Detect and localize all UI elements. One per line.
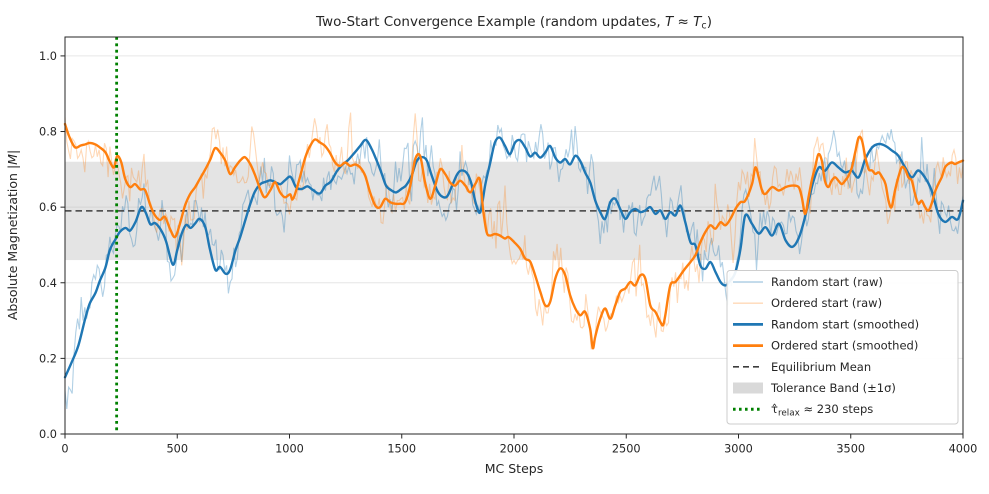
legend-label-ordered-smoothed: Ordered start (smoothed) (771, 339, 918, 353)
y-tick-label: 0.4 (39, 277, 57, 290)
random-start-smoothed-line (63, 136, 965, 379)
x-tick-label: 0 (61, 443, 68, 456)
x-tick-label: 1000 (275, 443, 304, 456)
legend-label-tolerance-band: Tolerance Band (±1σ) (770, 381, 896, 395)
x-tick-label: 4000 (949, 443, 978, 456)
smoothed-series-layer (63, 122, 965, 379)
y-axis-label: Absolute Magnetization |M| (5, 150, 20, 320)
y-tick-label: 0.8 (39, 126, 57, 139)
legend-label-random-raw: Random start (raw) (771, 275, 883, 289)
x-tick-label: 1500 (387, 443, 416, 456)
legend-swatch-tolerance-band (733, 382, 763, 394)
x-tick-label: 2000 (500, 443, 529, 456)
legend: Random start (raw) Ordered start (raw) R… (726, 270, 959, 425)
x-axis-label: MC Steps (485, 461, 543, 476)
x-tick-label: 3000 (724, 443, 753, 456)
y-tick-label: 0.2 (39, 352, 57, 365)
legend-label-equilibrium-mean: Equilibrium Mean (771, 360, 871, 374)
ordered-start-raw-line (64, 112, 964, 350)
legend-label-random-smoothed: Random start (smoothed) (771, 317, 919, 331)
ordered-start-smoothed-line (63, 122, 965, 350)
tolerance-band-layer (65, 161, 963, 261)
y-tick-label: 0.6 (39, 201, 57, 214)
legend-box (726, 270, 959, 425)
x-tick-label: 3500 (836, 443, 865, 456)
y-tick-label: 0.0 (39, 428, 57, 441)
legend-label-tau-relax: τ̂relax ≈ 230 steps (771, 402, 873, 418)
axes-layer: 0 500 1000 1500 2000 2500 3000 3500 4000 0.0 0.2 0.… (39, 36, 978, 456)
chart-title: Two-Start Convergence Example (random up… (315, 14, 712, 32)
tolerance-band (65, 161, 963, 261)
x-tick-label: 500 (166, 443, 188, 456)
y-tick-label: 1.0 (39, 50, 57, 63)
legend-label-ordered-raw: Ordered start (raw) (771, 296, 882, 310)
x-tick-label: 2500 (612, 443, 641, 456)
